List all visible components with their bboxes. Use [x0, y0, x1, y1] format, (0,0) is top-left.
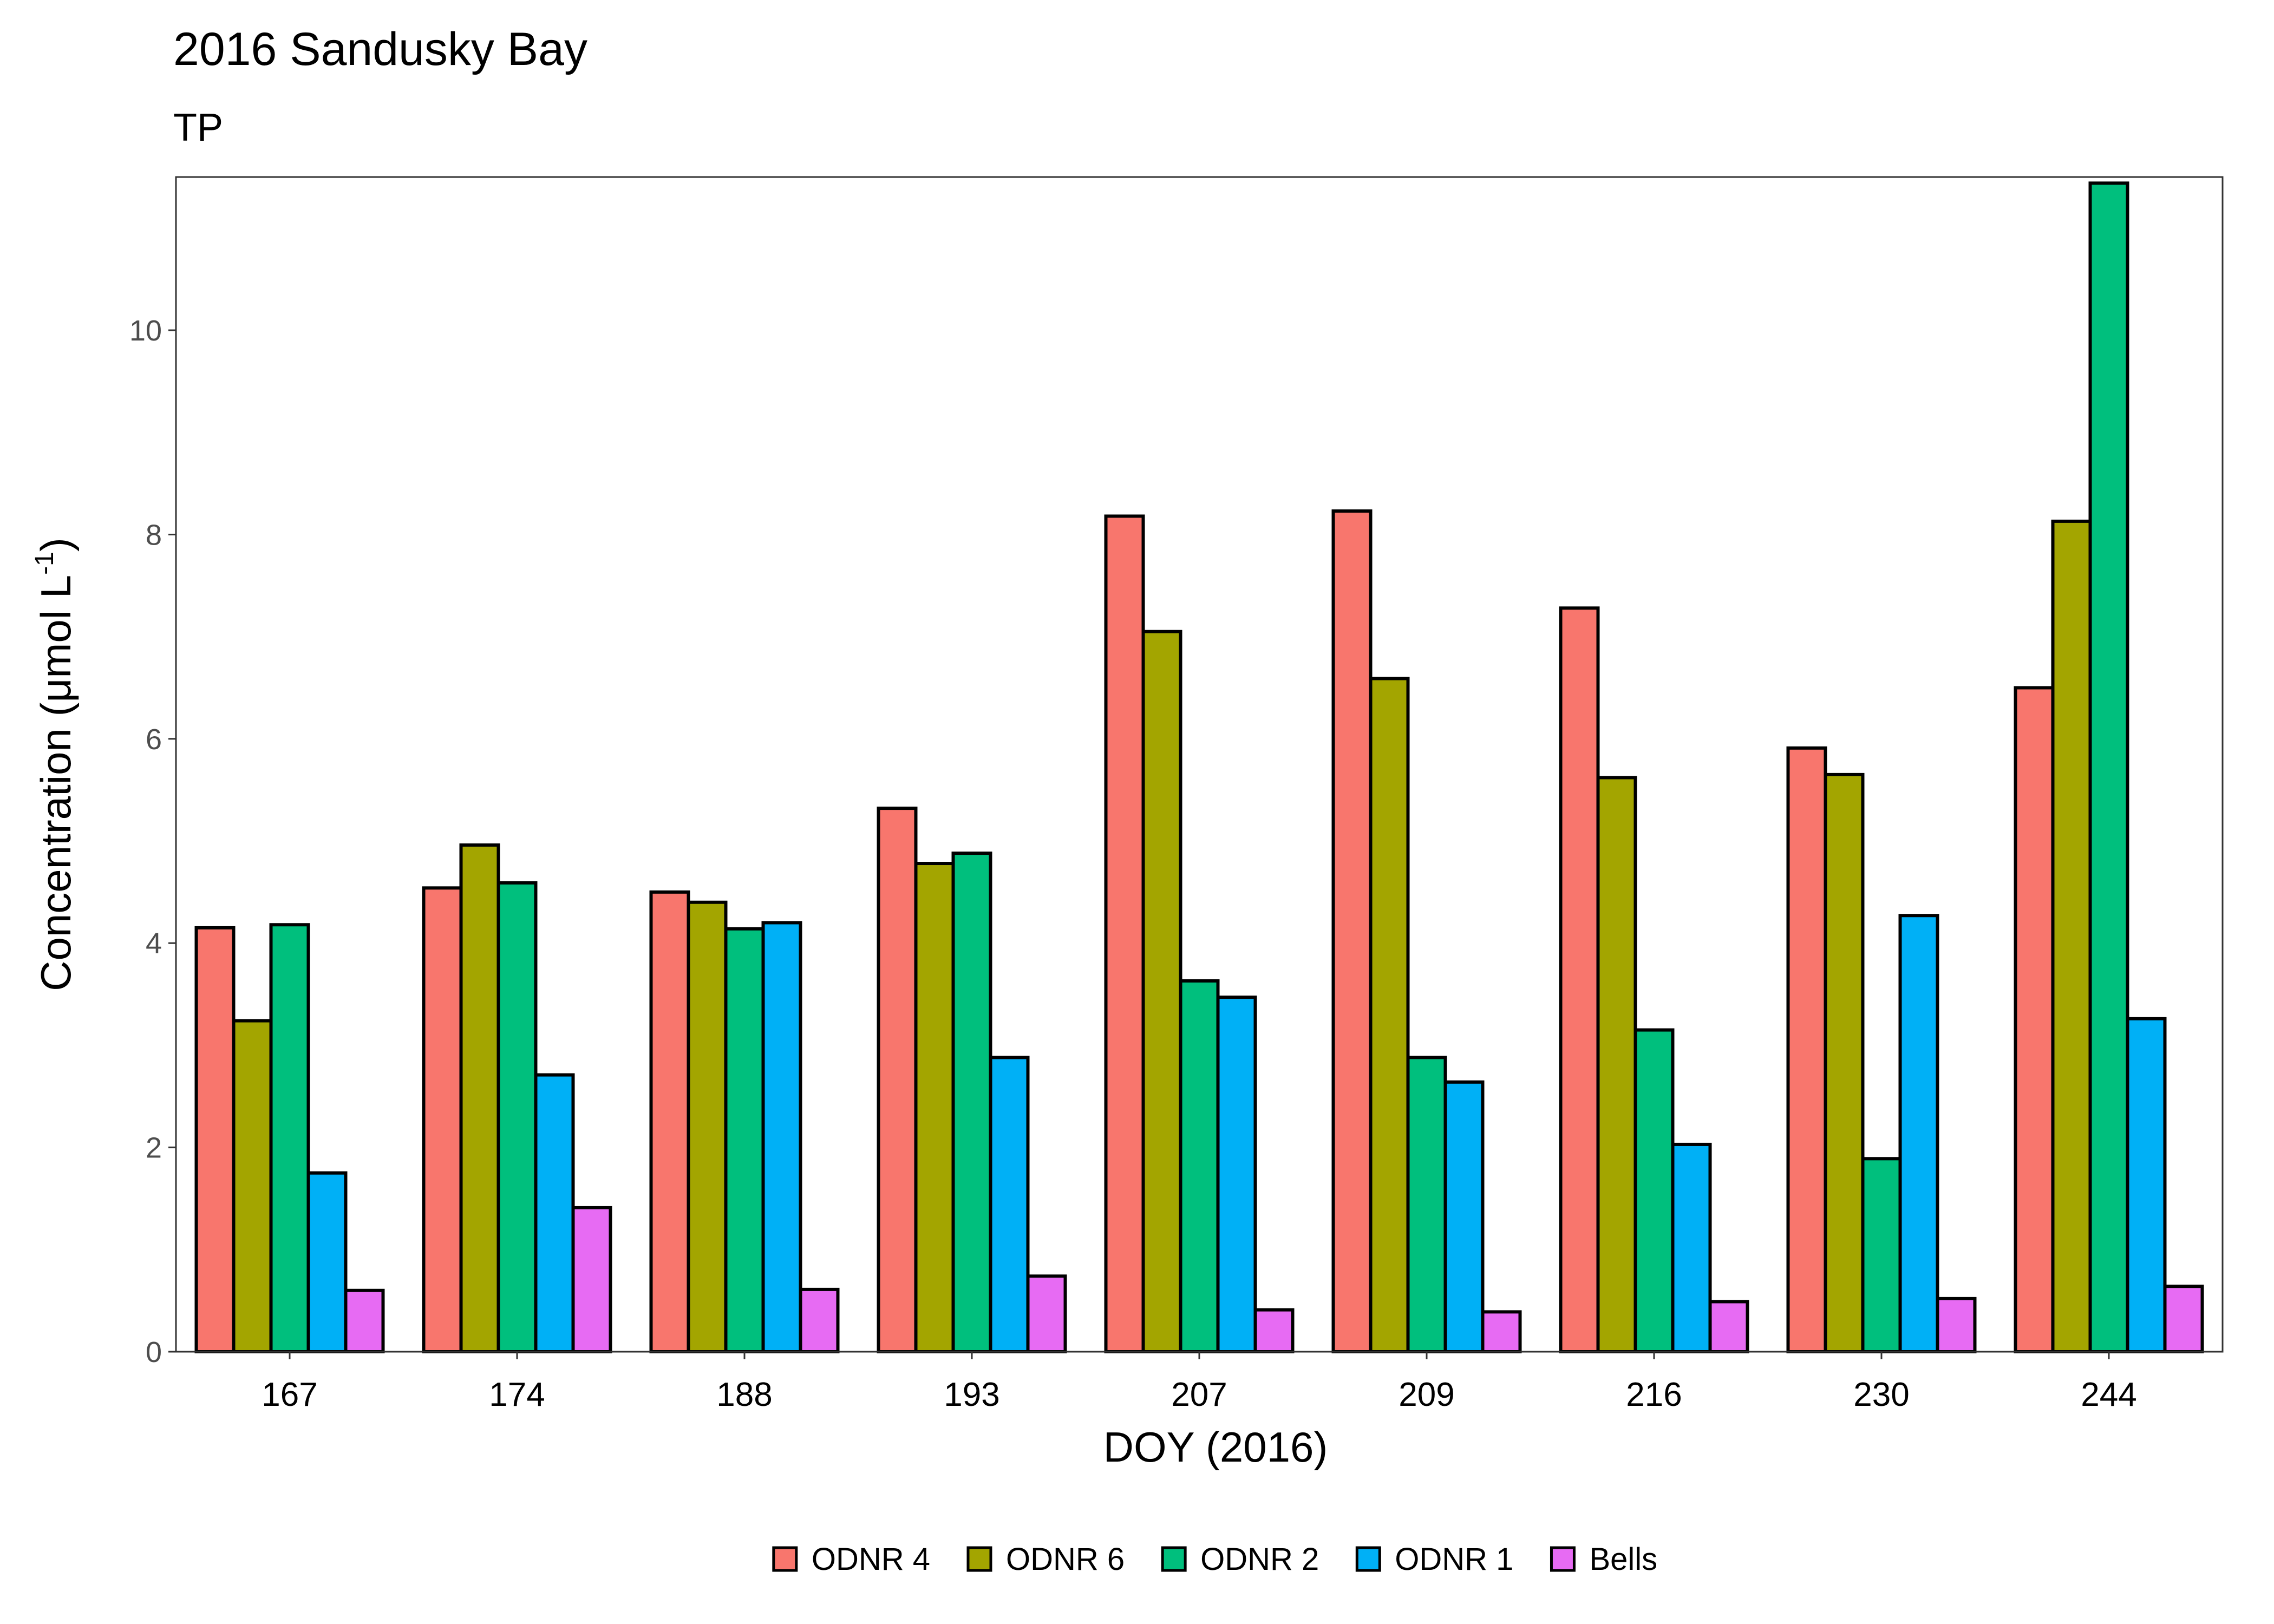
legend-label-odnr-4: ODNR 4 — [812, 1542, 930, 1577]
legend-label-odnr-6: ODNR 6 — [1006, 1542, 1125, 1577]
bar-odnr-4-216 — [1559, 606, 1600, 1353]
x-tick-label: 216 — [1626, 1376, 1682, 1413]
bar-bells-188 — [799, 1287, 840, 1354]
bar-bells-193 — [1026, 1274, 1067, 1354]
y-tick-label: 8 — [146, 519, 162, 551]
bar-odnr-6-174 — [459, 843, 500, 1353]
bar-odnr-2-209 — [1406, 1056, 1447, 1353]
bar-odnr-2-207 — [1179, 979, 1220, 1353]
bar-bells-207 — [1253, 1308, 1295, 1353]
y-tick-label: 4 — [146, 927, 162, 960]
y-axis: 0 2 4 6 8 10 — [129, 315, 176, 1368]
bar-odnr-4-188 — [649, 890, 690, 1353]
legend-key-odnr-2 — [1161, 1546, 1187, 1572]
bar-odnr-1-207 — [1216, 996, 1257, 1353]
bar-odnr-4-209 — [1331, 509, 1373, 1353]
bar-odnr-2-174 — [496, 881, 538, 1353]
x-axis: 167 174 188 193 207 209 216 230 244 — [262, 1352, 2137, 1413]
bar-odnr-4-244 — [2014, 686, 2055, 1353]
bar-odnr-1-216 — [1671, 1142, 1712, 1353]
bar-odnr-6-244 — [2051, 519, 2092, 1354]
bar-odnr-2-193 — [951, 852, 992, 1353]
bar-odnr-6-167 — [232, 1019, 273, 1353]
x-tick-label: 167 — [262, 1376, 317, 1413]
bar-odnr-1-244 — [2126, 1017, 2167, 1353]
bar-odnr-1-167 — [306, 1171, 348, 1354]
y-axis-title-superscript: -1 — [30, 552, 59, 575]
bar-bells-174 — [571, 1206, 612, 1354]
bars-layer — [194, 181, 2204, 1354]
bar-odnr-4-174 — [422, 886, 463, 1354]
bar-odnr-2-188 — [724, 927, 765, 1354]
bar-odnr-1-209 — [1443, 1080, 1485, 1354]
x-tick-label: 230 — [1853, 1376, 1909, 1413]
bar-odnr-2-216 — [1633, 1028, 1675, 1353]
legend-label-bells: Bells — [1589, 1542, 1657, 1577]
legend-label-odnr-2: ODNR 2 — [1200, 1542, 1319, 1577]
x-tick-label: 209 — [1399, 1376, 1454, 1413]
bar-odnr-1-174 — [534, 1073, 575, 1353]
legend-key-odnr-4 — [772, 1546, 798, 1572]
bar-odnr-4-193 — [877, 807, 918, 1353]
bar-odnr-1-188 — [761, 921, 802, 1353]
x-tick-label: 244 — [2081, 1376, 2136, 1413]
bar-bells-244 — [2163, 1285, 2204, 1354]
bar-odnr-6-193 — [914, 862, 955, 1353]
y-tick-label: 0 — [146, 1336, 162, 1368]
bar-odnr-4-230 — [1786, 746, 1827, 1353]
y-axis-title-close: ) — [32, 538, 80, 552]
legend-key-bells — [1550, 1546, 1576, 1572]
y-axis-title-main: Concentration (μmol L — [32, 575, 80, 991]
legend-key-odnr-1 — [1355, 1546, 1381, 1572]
bar-bells-216 — [1708, 1300, 1749, 1353]
bar-odnr-6-207 — [1141, 630, 1182, 1353]
y-tick-label: 10 — [129, 315, 162, 347]
x-tick-label: 207 — [1171, 1376, 1227, 1413]
chart-subtitle: TP — [173, 106, 223, 149]
bar-odnr-2-230 — [1861, 1157, 1902, 1354]
bar-odnr-6-209 — [1369, 677, 1410, 1353]
bar-odnr-6-230 — [1824, 772, 1865, 1353]
bar-odnr-2-167 — [269, 923, 310, 1353]
bar-odnr-1-193 — [989, 1056, 1030, 1353]
bar-odnr-6-188 — [687, 900, 728, 1353]
y-tick-label: 2 — [146, 1132, 162, 1164]
chart-title: 2016 Sandusky Bay — [173, 23, 587, 75]
x-tick-label: 188 — [716, 1376, 772, 1413]
legend: ODNR 4 ODNR 6 ODNR 2 ODNR 1 Bells — [772, 1542, 1657, 1577]
bar-odnr-4-207 — [1104, 514, 1145, 1353]
bar-odnr-1-230 — [1898, 914, 1939, 1353]
x-tick-label: 174 — [489, 1376, 545, 1413]
x-axis-title: DOY (2016) — [1103, 1423, 1328, 1471]
x-tick-label: 193 — [944, 1376, 999, 1413]
bar-bells-230 — [1936, 1296, 1977, 1353]
bar-bells-209 — [1481, 1310, 1522, 1353]
legend-label-odnr-1: ODNR 1 — [1395, 1542, 1513, 1577]
bar-odnr-6-216 — [1596, 776, 1637, 1353]
y-tick-label: 6 — [146, 723, 162, 756]
legend-key-odnr-6 — [966, 1546, 992, 1572]
bar-odnr-4-167 — [194, 926, 236, 1354]
y-axis-title: Concentration (μmol L-1) — [30, 538, 80, 991]
bar-bells-167 — [344, 1288, 385, 1354]
bar-odnr-2-244 — [2088, 181, 2129, 1353]
